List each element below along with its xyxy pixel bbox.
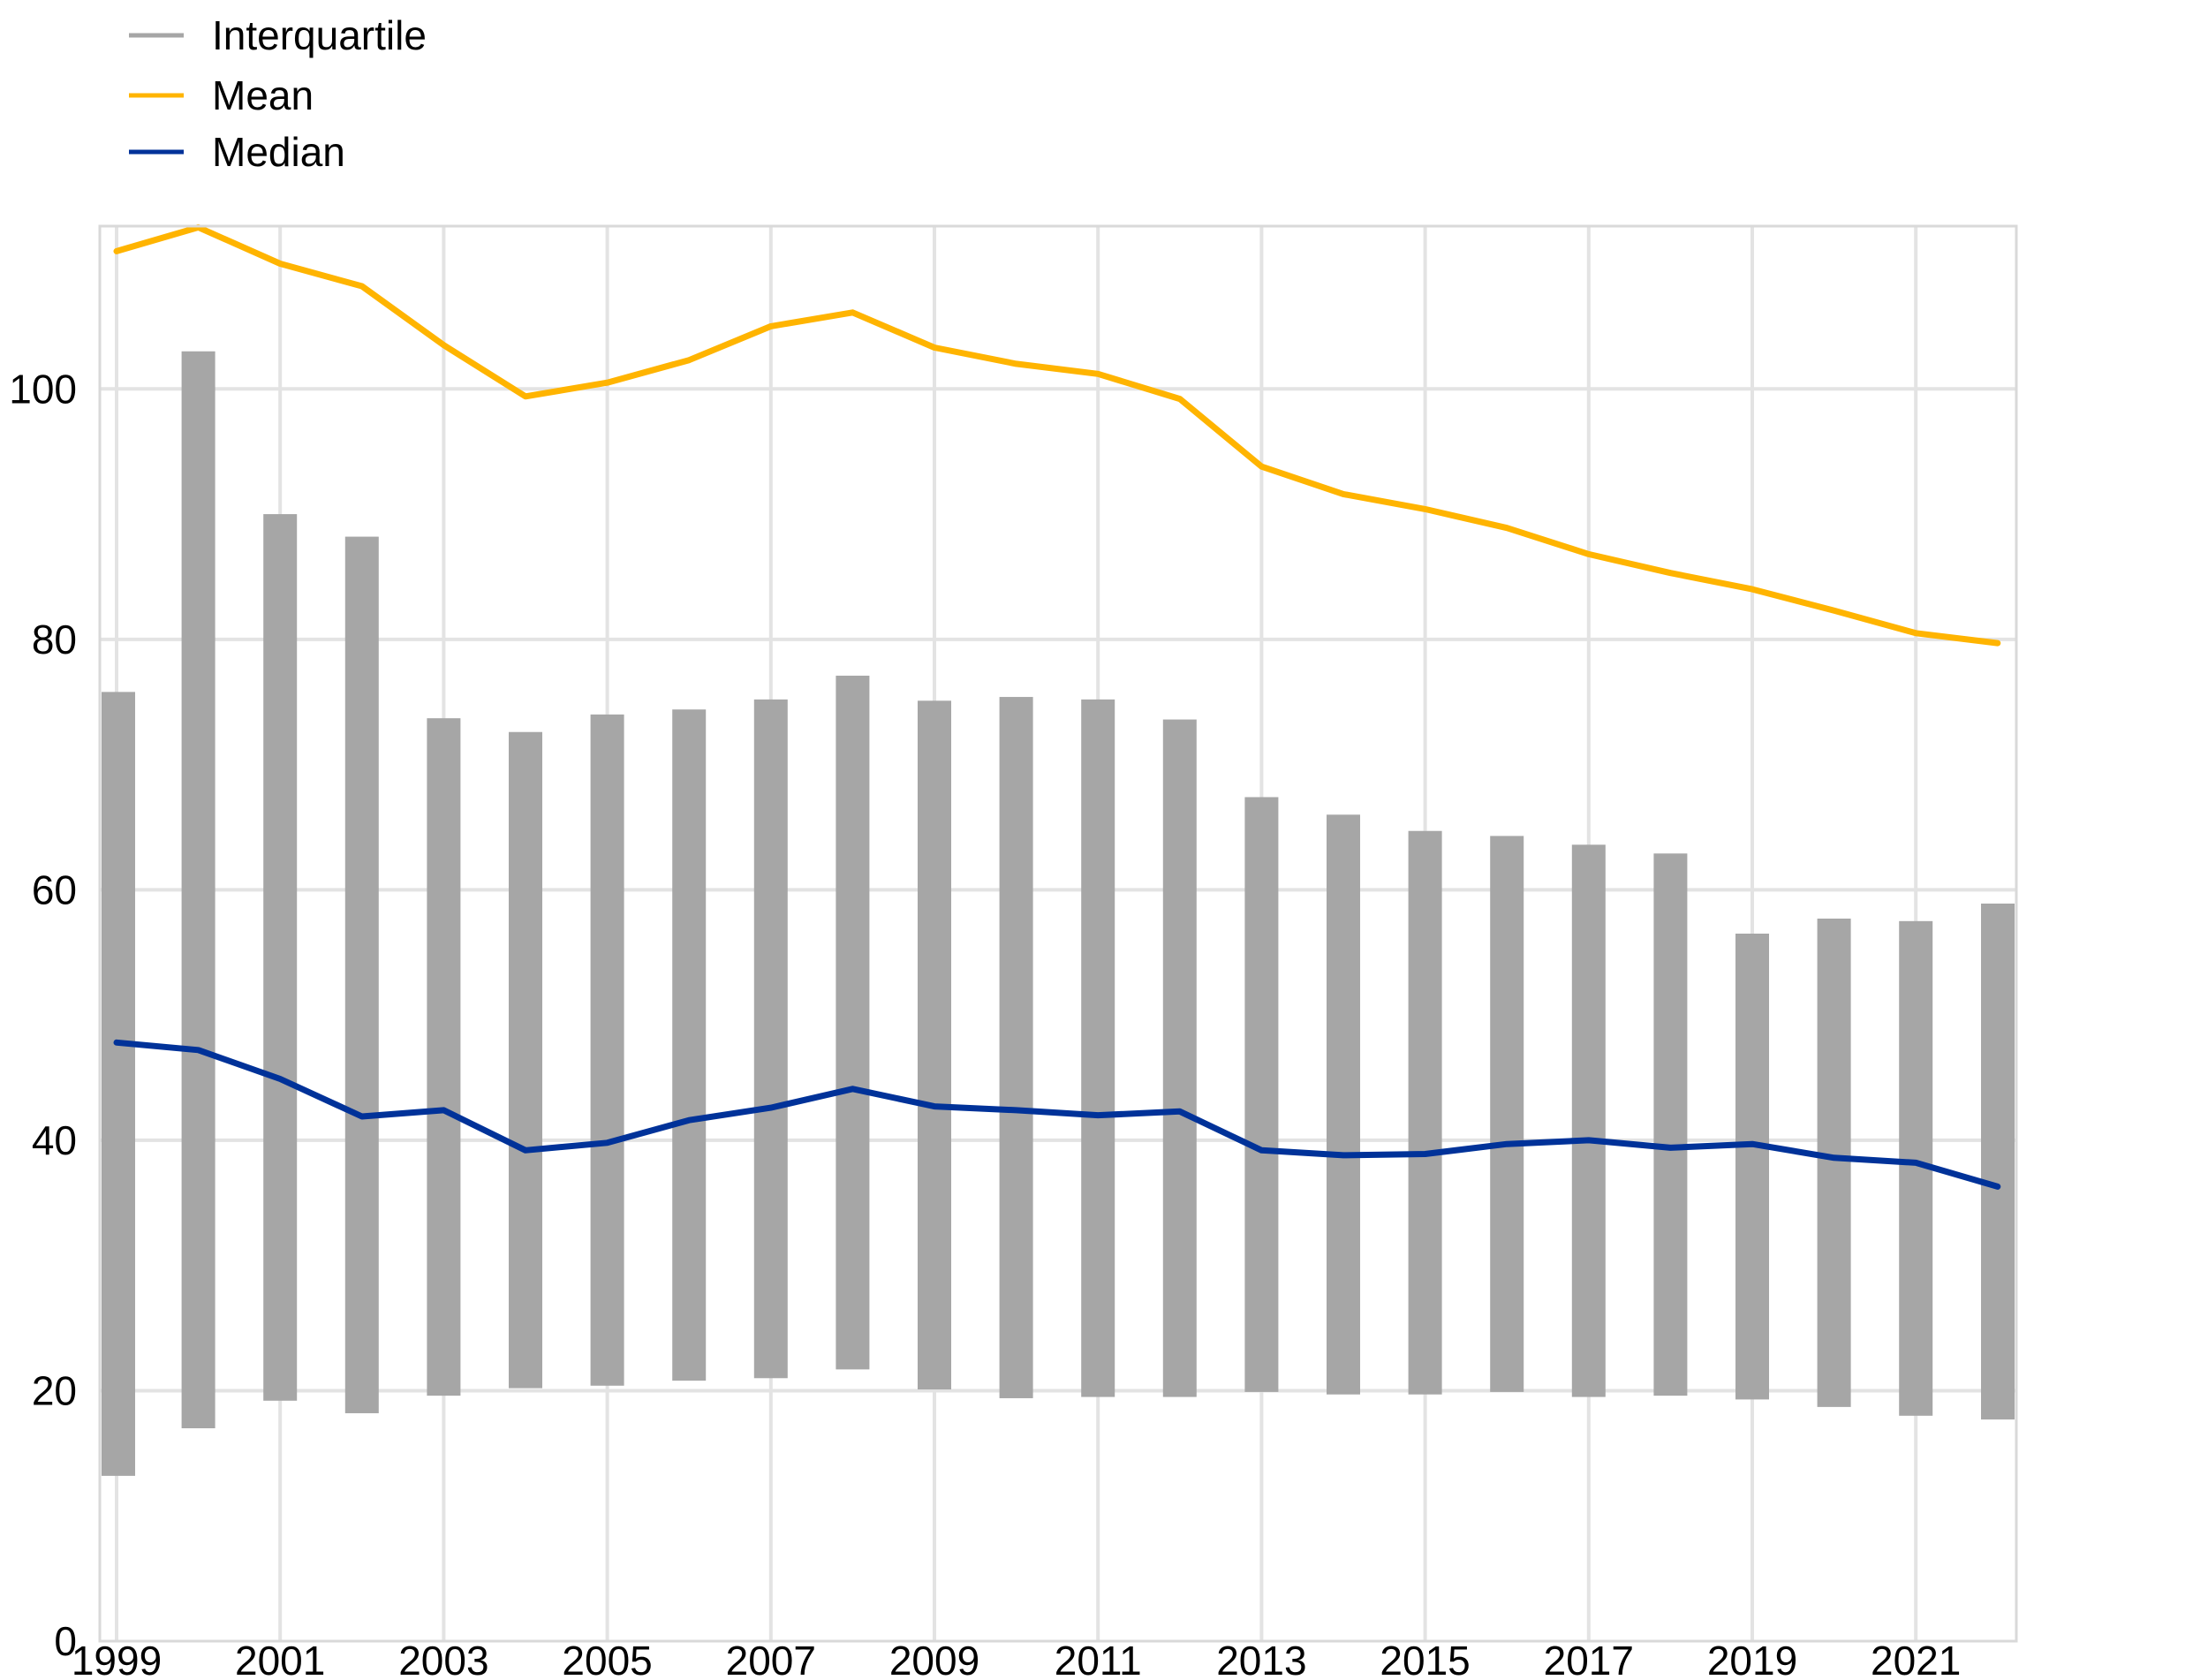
x-tick-label: 2003: [398, 1638, 488, 1680]
interquartile-bar: [1081, 699, 1115, 1397]
interquartile-bar: [1244, 797, 1279, 1392]
interquartile-bar: [672, 709, 707, 1381]
x-tick-label: 2015: [1380, 1638, 1470, 1680]
y-tick-label: 100: [9, 366, 77, 412]
series-line-mean: [113, 223, 2001, 647]
plot-frame: [98, 224, 2018, 1643]
x-tick-label: 2001: [235, 1638, 325, 1680]
interquartile-bar: [590, 714, 624, 1386]
legend-item-median: Median: [129, 129, 345, 175]
x-tick-label: 2017: [1544, 1638, 1634, 1680]
interquartile-bar: [1408, 830, 1442, 1395]
interquartile-bar: [509, 731, 542, 1389]
interquartile-bar: [1817, 918, 1851, 1407]
interquartile-bar: [344, 536, 379, 1413]
x-tick-label: 2021: [1871, 1638, 1961, 1680]
interquartile-bars: [102, 351, 2015, 1476]
legend-item-mean: Mean: [129, 72, 314, 118]
interquartile-bar: [999, 697, 1033, 1398]
x-tick-label: 2013: [1216, 1638, 1306, 1680]
interquartile-bar: [918, 700, 951, 1390]
interquartile-bar: [1490, 836, 1524, 1392]
interquartile-bar: [1981, 903, 2015, 1420]
interquartile-bar: [1571, 844, 1606, 1397]
interquartile-bar: [1327, 814, 1360, 1395]
axes: 0 20 40 60 80 100 1999 2001 2003 2005 2007 2009 2011…: [9, 224, 2018, 1680]
legend-label: Median: [212, 129, 345, 175]
interquartile-bar: [427, 718, 461, 1396]
interquartile-bar: [263, 514, 298, 1401]
interquartile-bar: [1162, 719, 1197, 1397]
legend-label: Mean: [212, 72, 314, 118]
legend-label: Interquartile: [212, 12, 427, 58]
grid-layer: [100, 226, 2016, 1641]
interquartile-bar: [1653, 853, 1688, 1396]
interquartile-bar: [1735, 934, 1769, 1400]
y-tick-label: 0: [54, 1618, 77, 1664]
x-tick-label: 2019: [1707, 1638, 1797, 1680]
interquartile-bar: [836, 675, 870, 1370]
y-tick-label: 80: [32, 617, 77, 662]
series-lines: [113, 223, 2001, 1190]
x-tick-label: 2011: [1055, 1638, 1142, 1680]
x-tick-label: 1999: [72, 1638, 162, 1680]
interquartile-bar: [181, 351, 216, 1428]
legend: Interquartile Mean Median: [129, 12, 427, 175]
legend-item-interquartile: Interquartile: [129, 12, 427, 58]
interquartile-bar: [102, 692, 135, 1476]
x-tick-label: 2009: [889, 1638, 979, 1680]
y-tick-label: 40: [32, 1117, 77, 1163]
interquartile-bar: [753, 699, 788, 1379]
x-tick-label: 2007: [726, 1638, 816, 1680]
y-tick-label: 20: [32, 1367, 77, 1413]
x-tick-label: 2005: [562, 1638, 652, 1680]
y-tick-label: 60: [32, 866, 77, 912]
series-line-median: [113, 1039, 2001, 1190]
